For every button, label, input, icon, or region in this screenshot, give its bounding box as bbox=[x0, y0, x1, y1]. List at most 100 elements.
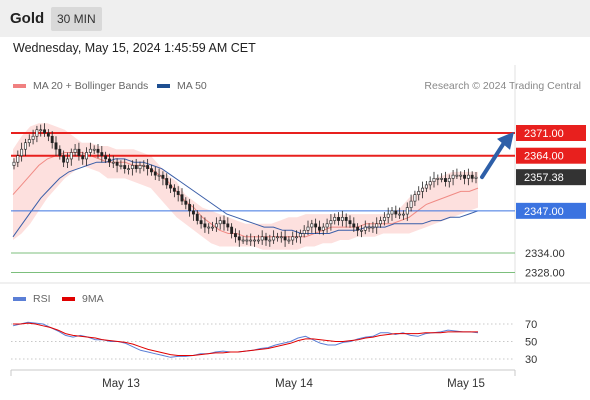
candle-body bbox=[24, 142, 27, 150]
candle-body bbox=[409, 200, 413, 208]
candle-body bbox=[73, 148, 77, 153]
ma50-swatch bbox=[157, 84, 170, 88]
candle-body bbox=[81, 155, 85, 160]
level-label-box-pivot bbox=[516, 202, 586, 219]
credit-text: Research © 2024 Trading Central bbox=[424, 80, 581, 92]
level-label-resistance_2: 2371.00 bbox=[524, 128, 564, 140]
candle-body bbox=[127, 168, 130, 170]
candle-body bbox=[207, 226, 211, 229]
candle-body bbox=[356, 226, 360, 231]
candle-body bbox=[444, 178, 447, 182]
instrument-title: Gold bbox=[10, 10, 45, 27]
candle-body bbox=[66, 158, 69, 163]
candle-body bbox=[169, 184, 172, 189]
candle-body bbox=[390, 210, 394, 215]
candle-body bbox=[16, 155, 20, 163]
candle-body bbox=[302, 229, 306, 234]
candle-body bbox=[256, 239, 260, 242]
candle-body bbox=[394, 210, 398, 215]
timeframe-badge[interactable]: 30 MIN bbox=[51, 7, 102, 31]
candle-body bbox=[470, 174, 474, 179]
candle-body bbox=[352, 223, 356, 228]
candle-body bbox=[363, 226, 367, 231]
candle-body bbox=[333, 217, 337, 221]
level-label-support_2: 2328.00 bbox=[525, 267, 565, 279]
rsi-series-rsi bbox=[12, 321, 479, 358]
legend-ma50-label: MA 50 bbox=[177, 80, 207, 92]
candle-body bbox=[203, 223, 207, 228]
candle-body bbox=[234, 233, 237, 238]
candle-body bbox=[153, 171, 157, 176]
candle-body bbox=[447, 178, 451, 182]
legend-ma50: MA 50 bbox=[157, 80, 207, 92]
candle-body bbox=[279, 236, 283, 239]
legend-9ma: 9MA bbox=[62, 293, 104, 305]
candle-body bbox=[344, 217, 348, 221]
level-label-support_1: 2334.00 bbox=[525, 248, 565, 260]
candle-body bbox=[318, 226, 321, 231]
level-label-box-resistance_2 bbox=[516, 125, 586, 141]
candle-body bbox=[241, 239, 245, 242]
candle-body bbox=[455, 174, 459, 177]
x-tick-label: May 13 bbox=[102, 378, 140, 390]
candle-body bbox=[291, 236, 295, 241]
candle-body bbox=[43, 129, 46, 134]
candle-body bbox=[130, 165, 134, 169]
candle-body bbox=[172, 187, 176, 192]
candle-body bbox=[77, 148, 81, 157]
candle-body bbox=[195, 213, 199, 221]
chart-datetime: Wednesday, May 15, 2024 1:45:59 AM CET bbox=[13, 41, 256, 55]
candle-body bbox=[276, 236, 279, 239]
candle-body bbox=[226, 223, 230, 228]
candle-body bbox=[382, 217, 386, 221]
candle-body bbox=[417, 191, 421, 195]
candle-body bbox=[134, 165, 138, 169]
level-label-box-last_price bbox=[516, 169, 586, 186]
candle-body bbox=[295, 236, 298, 239]
candle-body bbox=[459, 174, 463, 177]
candle-body bbox=[35, 129, 39, 137]
level-label-resistance_1: 2364.00 bbox=[524, 151, 564, 163]
bollinger-swatch bbox=[13, 84, 26, 88]
candle-body bbox=[325, 223, 329, 228]
candle-body bbox=[150, 168, 153, 173]
candle-body bbox=[474, 176, 478, 179]
candle-body bbox=[260, 236, 264, 241]
candle-body bbox=[115, 161, 119, 166]
candle-body bbox=[46, 132, 50, 137]
candle-body bbox=[165, 178, 169, 186]
forecast-arrow-head bbox=[497, 131, 514, 150]
ma50-line bbox=[12, 158, 479, 238]
candle-body bbox=[310, 223, 314, 228]
candle-body bbox=[283, 236, 287, 241]
candle-body bbox=[298, 233, 302, 238]
candle-body bbox=[237, 236, 241, 241]
ma9-swatch bbox=[62, 297, 75, 301]
candle-body bbox=[96, 148, 100, 153]
x-tick-label: May 15 bbox=[447, 378, 485, 390]
candle-body bbox=[440, 178, 444, 180]
candle-body bbox=[100, 152, 104, 157]
candle-body bbox=[161, 174, 165, 179]
candle-body bbox=[375, 223, 379, 228]
rsi-tick-label-30: 30 bbox=[525, 354, 537, 366]
candle-body bbox=[92, 148, 96, 151]
candle-body bbox=[218, 220, 222, 225]
candle-body bbox=[321, 226, 325, 231]
candle-body bbox=[58, 148, 62, 157]
candle-body bbox=[272, 236, 276, 241]
candle-body bbox=[50, 135, 54, 144]
legend-9ma-label: 9MA bbox=[82, 293, 104, 305]
candle-body bbox=[249, 239, 253, 242]
candle-body bbox=[348, 220, 352, 225]
candle-body bbox=[108, 158, 111, 163]
x-tick-label: May 14 bbox=[275, 378, 313, 390]
candle-body bbox=[214, 223, 218, 228]
candle-body bbox=[69, 152, 73, 160]
legend-rsi-label: RSI bbox=[33, 293, 51, 305]
candle-body bbox=[27, 139, 31, 144]
candle-body bbox=[211, 226, 214, 229]
rsi-series-9ma bbox=[13, 322, 478, 356]
bollinger-band-area bbox=[13, 123, 478, 250]
